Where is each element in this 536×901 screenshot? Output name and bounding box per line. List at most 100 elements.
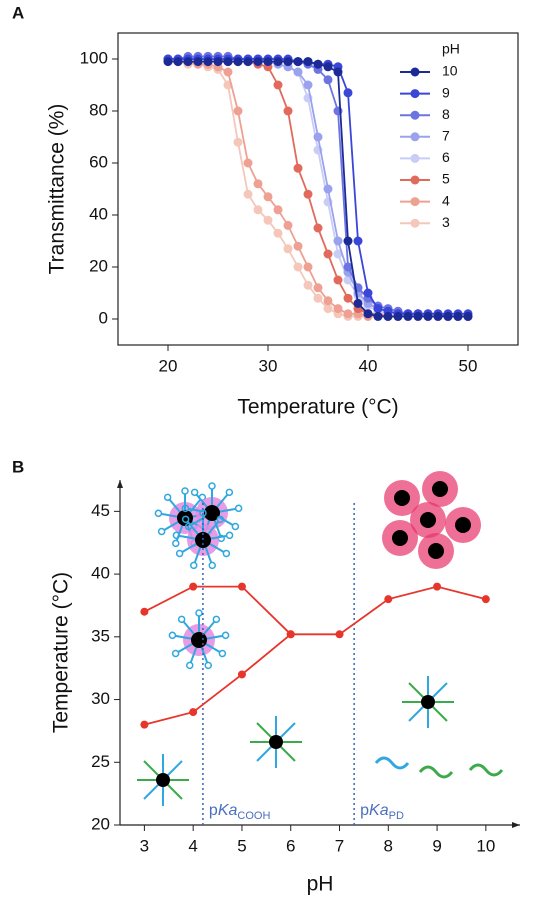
data-point (403, 311, 413, 321)
data-point (313, 223, 323, 233)
legend-label: 10 (442, 63, 458, 79)
data-point (173, 57, 183, 67)
series-line (144, 585, 487, 726)
data-point (243, 57, 253, 67)
series-line (167, 58, 468, 318)
x-tick-label: 3 (140, 836, 149, 855)
y-tick-label: 40 (89, 204, 108, 223)
data-point (263, 215, 273, 225)
panel-label: A (12, 3, 24, 22)
data-point (233, 57, 243, 67)
pka-sub: COOH (237, 810, 270, 822)
y-axis-title: Temperature (°C) (50, 572, 73, 733)
legend-marker (410, 175, 420, 185)
data-point (253, 179, 263, 189)
data-point (453, 311, 463, 321)
data-point (273, 57, 283, 67)
data-point (253, 205, 263, 215)
data-point (323, 62, 333, 72)
data-point (313, 283, 323, 293)
data-point (373, 311, 383, 321)
legend-label: 3 (442, 214, 450, 230)
data-point (333, 275, 343, 285)
data-point (140, 720, 149, 729)
legend-marker (410, 110, 420, 120)
legend-marker (410, 132, 420, 142)
data-point (193, 57, 203, 67)
data-point (203, 57, 213, 67)
x-tick-label: 5 (237, 836, 246, 855)
data-point (263, 192, 273, 202)
y-tick-label: 0 (99, 308, 108, 327)
data-point (273, 228, 283, 238)
data-point (333, 236, 343, 246)
data-point (323, 75, 333, 85)
data-point (313, 59, 323, 69)
data-point (303, 189, 313, 199)
data-point (443, 311, 453, 321)
x-tick-label: 8 (384, 836, 393, 855)
plot-frame (117, 32, 519, 346)
pka-label: pKaCOOH (209, 802, 271, 822)
legend-label: 4 (442, 192, 450, 208)
legend-label: 6 (442, 149, 450, 165)
data-point (163, 57, 173, 67)
y-tick-label: 40 (91, 564, 110, 583)
data-point (273, 80, 283, 90)
x-tick-label: 6 (286, 836, 295, 855)
data-point (333, 304, 343, 314)
data-point (223, 67, 233, 77)
legend-label: 7 (442, 128, 450, 144)
data-point (253, 57, 263, 67)
legend-marker (410, 67, 420, 77)
data-point (189, 708, 198, 717)
data-point (233, 106, 243, 116)
series-line (168, 58, 468, 318)
y-tick-label: 45 (91, 501, 110, 520)
legend-label: 5 (442, 171, 450, 187)
data-point (433, 311, 443, 321)
data-point (283, 220, 293, 230)
data-point (433, 582, 442, 591)
x-tick-label: 40 (359, 356, 378, 375)
data-point (333, 249, 343, 259)
data-point (183, 57, 193, 67)
data-point (353, 236, 363, 246)
data-point (293, 163, 303, 173)
data-point (393, 311, 403, 321)
x-axis-title: pH (307, 873, 334, 896)
legend-marker (410, 89, 420, 99)
pka-prefix: p (209, 802, 218, 819)
data-point (273, 205, 283, 215)
data-point (303, 57, 313, 67)
y-tick-label: 35 (91, 626, 110, 645)
data-point (333, 67, 343, 77)
data-point (481, 595, 490, 604)
x-tick-label: 30 (259, 356, 278, 375)
data-point (263, 57, 273, 67)
data-point (293, 262, 303, 272)
x-tick-label: 7 (335, 836, 344, 855)
data-point (283, 57, 293, 67)
series-line (168, 58, 468, 315)
series-line (168, 55, 468, 318)
y-tick-label: 25 (91, 752, 110, 771)
data-point (323, 304, 333, 314)
y-tick-label: 80 (89, 100, 108, 119)
x-tick-label: 20 (159, 356, 178, 375)
data-point (413, 311, 423, 321)
data-point (293, 57, 303, 67)
data-point (363, 288, 373, 298)
data-point (353, 298, 363, 308)
legend-marker (410, 153, 420, 163)
data-point (313, 132, 323, 142)
x-tick-label: 50 (459, 356, 478, 375)
data-point (237, 670, 246, 679)
pka-italic: Ka (218, 802, 238, 819)
data-point (243, 158, 253, 168)
illustrations (136, 471, 504, 807)
y-tick-label: 100 (80, 48, 108, 67)
y-axis-title: Transmittance (%) (46, 104, 69, 275)
data-point (323, 296, 333, 306)
